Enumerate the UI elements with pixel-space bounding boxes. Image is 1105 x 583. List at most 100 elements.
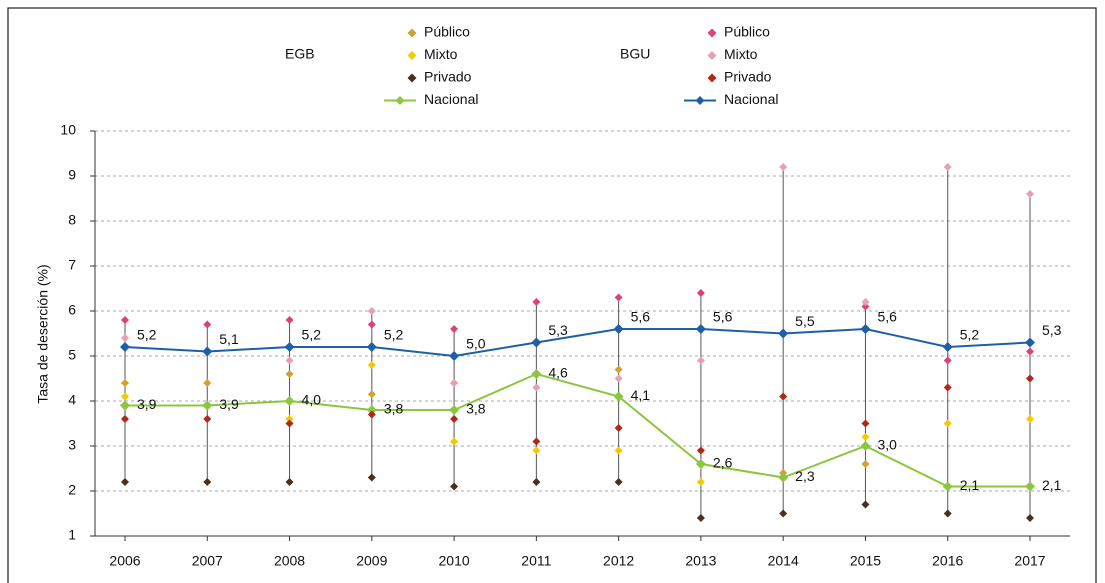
- data-label: 5,5: [795, 313, 815, 329]
- point-marker: [943, 383, 952, 392]
- legend-label: Público: [724, 24, 770, 40]
- legend-label: Mixto: [724, 46, 758, 62]
- point-marker: [861, 433, 870, 441]
- point-marker: [203, 478, 212, 486]
- point-marker: [120, 400, 130, 411]
- x-tick-label: 2016: [932, 553, 963, 569]
- data-label: 5,3: [1042, 322, 1062, 338]
- point-marker: [614, 424, 623, 432]
- point-marker: [202, 400, 213, 411]
- data-label: 3,8: [466, 401, 486, 417]
- y-tick-label: 10: [60, 122, 76, 138]
- point-marker: [1026, 374, 1034, 383]
- data-label: 3,0: [877, 437, 897, 453]
- point-marker: [367, 410, 376, 419]
- point-marker: [449, 351, 460, 361]
- point-marker: [450, 415, 459, 423]
- point-marker: [203, 379, 212, 387]
- x-tick-label: 2009: [356, 553, 387, 569]
- legend-marker: [395, 96, 405, 105]
- point-marker: [532, 446, 541, 455]
- point-marker: [1026, 514, 1034, 522]
- point-marker: [121, 478, 129, 486]
- series-line: [124, 327, 1031, 358]
- data-label: 5,2: [384, 327, 404, 343]
- point-marker: [367, 390, 376, 399]
- y-tick-label: 9: [68, 167, 76, 183]
- data-label: 3,8: [384, 401, 404, 417]
- point-marker: [450, 379, 459, 387]
- data-label: 3,9: [219, 396, 239, 412]
- data-label: 5,6: [877, 309, 897, 325]
- y-axis-label: Tasa de deserción (%): [35, 264, 51, 403]
- point-marker: [695, 459, 706, 469]
- y-tick-label: 1: [68, 527, 76, 543]
- data-label: 2,1: [960, 477, 980, 493]
- series-line: [125, 372, 1030, 488]
- data-label: 4,6: [548, 365, 568, 381]
- legend-label: Nacional: [724, 91, 778, 107]
- legend-group-title: BGU: [620, 46, 650, 62]
- data-label: 5,0: [466, 336, 486, 352]
- y-tick-label: 8: [68, 212, 76, 228]
- x-tick-label: 2007: [192, 553, 223, 569]
- point-marker: [1026, 347, 1034, 356]
- point-marker: [121, 415, 129, 423]
- frame: [7, 7, 1097, 583]
- point-marker: [1025, 337, 1035, 348]
- point-marker: [614, 446, 623, 455]
- x-tick-label: 2015: [850, 553, 881, 569]
- legend-marker: [707, 73, 717, 83]
- data-label: 5,3: [548, 322, 568, 338]
- point-marker: [285, 415, 294, 423]
- point-marker: [203, 320, 212, 329]
- legend-label: Privado: [424, 69, 472, 85]
- x-tick-label: 2017: [1014, 553, 1045, 569]
- point-marker: [779, 163, 788, 171]
- legend-label: Mixto: [424, 46, 458, 62]
- point-marker: [779, 509, 788, 518]
- data-label: 5,2: [302, 327, 322, 343]
- point-marker: [449, 405, 460, 415]
- point-marker: [202, 346, 213, 357]
- point-marker: [532, 383, 541, 392]
- point-marker: [696, 446, 705, 455]
- point-marker: [284, 342, 295, 352]
- point-marker: [121, 334, 129, 342]
- y-tick-label: 3: [68, 437, 76, 453]
- data-label: 2,1: [1042, 477, 1062, 493]
- legend-marker: [707, 51, 717, 60]
- y-tick-label: 4: [68, 392, 76, 408]
- data-label: 5,6: [713, 309, 733, 325]
- point-marker: [1026, 190, 1034, 198]
- point-marker: [613, 324, 624, 334]
- x-tick-label: 2008: [274, 553, 305, 569]
- point-marker: [121, 392, 129, 401]
- point-marker: [367, 307, 376, 315]
- data-label: 3,9: [137, 396, 157, 412]
- legend-marker: [695, 96, 705, 105]
- point-marker: [285, 419, 294, 428]
- data-label: 5,2: [960, 327, 980, 343]
- point-marker: [861, 460, 870, 468]
- legend-marker: [407, 28, 417, 38]
- point-marker: [696, 289, 705, 297]
- point-marker: [696, 356, 705, 365]
- point-marker: [121, 316, 129, 324]
- point-marker: [450, 482, 459, 491]
- point-marker: [942, 481, 953, 492]
- x-tick-label: 2012: [603, 553, 634, 569]
- point-marker: [367, 361, 376, 369]
- point-marker: [861, 302, 870, 311]
- point-marker: [531, 337, 542, 348]
- point-marker: [1025, 481, 1035, 492]
- point-marker: [861, 298, 870, 306]
- data-label: 2,6: [713, 455, 733, 471]
- point-marker: [943, 356, 952, 365]
- point-marker: [861, 419, 870, 428]
- data-label: 4,1: [631, 387, 651, 403]
- point-marker: [532, 437, 541, 446]
- point-marker: [532, 478, 541, 486]
- point-marker: [778, 328, 789, 339]
- data-label: 5,1: [219, 331, 239, 347]
